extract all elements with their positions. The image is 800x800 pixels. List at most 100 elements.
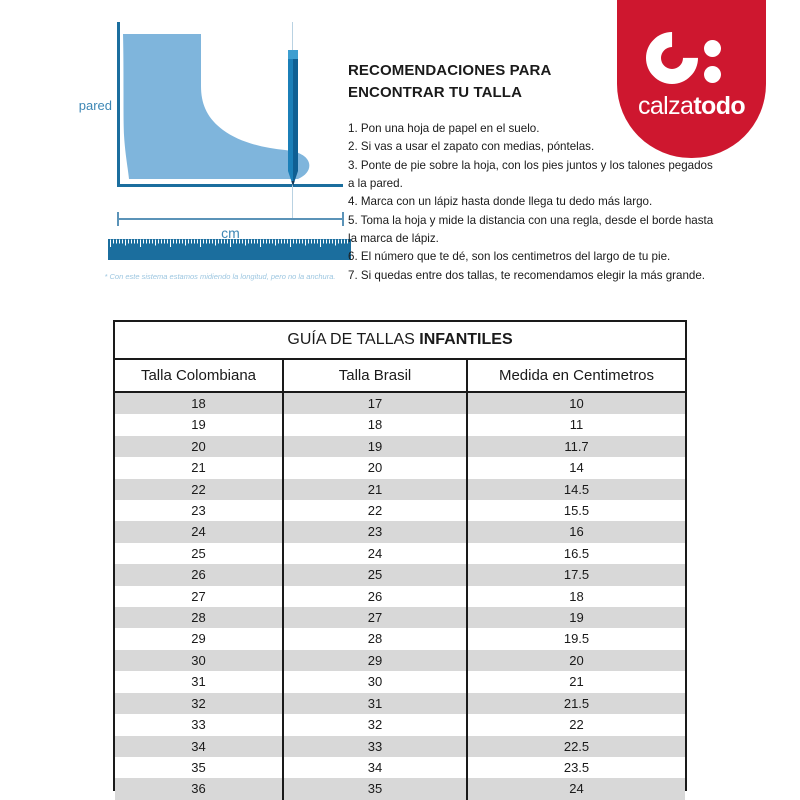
cell-talla-brasil: 28 (283, 628, 468, 650)
list-item: 3. Ponte de pie sobre la hoja, con los p… (348, 158, 713, 190)
c-colon-logo-icon (617, 21, 766, 95)
cell-medida-centimetros: 16 (467, 521, 685, 543)
list-item: 4. Marca con un lápiz hasta donde llega … (348, 195, 653, 209)
cell-talla-colombiana: 28 (115, 607, 284, 629)
dimension-tick-right (342, 212, 344, 226)
cell-talla-colombiana: 23 (115, 500, 284, 522)
cell-talla-brasil: 29 (283, 649, 468, 672)
cell-medida-centimetros: 19.5 (563, 631, 590, 647)
cell-talla-colombiana: 21 (115, 457, 284, 479)
cell-talla-colombiana: 32 (115, 692, 284, 715)
table-row: 34 33 22.5 (115, 735, 685, 757)
cell-talla-brasil: 25 (283, 564, 468, 586)
table-row: 27 26 18 (115, 585, 685, 608)
table-row: 18 17 10 (115, 392, 685, 415)
list-item: 7. Si quedas entre dos tallas, te recome… (348, 268, 706, 282)
cell-medida-centimetros: 23.5 (563, 759, 590, 775)
logo-c-shape (635, 21, 709, 95)
list-item: 6. El número que te dé, son los centimet… (348, 250, 671, 264)
table-row: 20 19 11.7 (115, 435, 685, 458)
brand-name-part2: todo (693, 92, 746, 120)
size-guide-table: GUÍA DE TALLAS INFANTILES Talla Colombia… (113, 320, 687, 800)
cell-medida-centimetros: 16.5 (563, 545, 590, 561)
pencil-icon (282, 22, 304, 218)
recommendations-title: RECOMENDACIONES PARA ENCONTRAR TU TALLA (348, 60, 598, 104)
cell-talla-brasil: 24 (283, 542, 468, 565)
dimension-tick-left (117, 212, 119, 226)
table-row: 33 32 22 (115, 714, 685, 736)
cell-medida-centimetros: 21 (569, 674, 584, 690)
cell-talla-brasil: 27 (283, 607, 468, 629)
table-row: 26 25 17.5 (115, 564, 685, 586)
cell-talla-brasil: 34 (283, 756, 468, 779)
brand-wordmark: calzatodo (617, 92, 766, 121)
cell-talla-colombiana: 27 (115, 585, 284, 608)
cell-talla-colombiana: 22 (115, 478, 284, 501)
cell-talla-brasil: 31 (283, 692, 468, 715)
table-row: 24 23 16 (115, 521, 685, 543)
table-row: 29 28 19.5 (115, 628, 685, 650)
ruler-ticks (110, 239, 348, 247)
cell-talla-colombiana: 36 (115, 778, 284, 800)
column-header-talla-brasil: Talla Brasil (283, 360, 468, 393)
ruler-icon (108, 239, 351, 260)
cell-talla-colombiana: 33 (115, 714, 284, 736)
cell-talla-colombiana: 25 (115, 542, 284, 565)
cell-talla-brasil: 30 (283, 671, 468, 693)
foot-silhouette-icon (117, 28, 317, 186)
cell-talla-brasil: 32 (283, 714, 468, 736)
cell-talla-colombiana: 34 (115, 735, 284, 757)
recommendations-title-line1: RECOMENDACIONES PARA (348, 62, 552, 79)
table-row: 23 22 15.5 (115, 500, 685, 522)
diagram-footnote: * Con este sistema estamos midiendo la l… (104, 272, 336, 281)
floor-line (117, 184, 343, 187)
cell-talla-brasil: 22 (283, 500, 468, 522)
cell-talla-colombiana: 26 (115, 564, 284, 586)
column-header-talla-colombiana: Talla Colombiana (115, 360, 284, 393)
cell-talla-colombiana: 35 (115, 756, 284, 779)
cell-talla-brasil: 20 (283, 457, 468, 479)
cell-medida-centimetros: 15.5 (563, 503, 590, 519)
cell-medida-centimetros: 14 (569, 460, 584, 476)
table-title-bold: INFANTILES (419, 331, 513, 348)
cell-medida-centimetros: 21.5 (467, 692, 685, 715)
cell-talla-colombiana: 19 (115, 414, 284, 436)
table-row: 28 27 19 (115, 607, 685, 629)
brand-badge (617, 0, 766, 158)
table-header-row: Talla Colombiana Talla Brasil Medida en … (115, 360, 685, 393)
foot-measurement-diagram: pared cm (60, 10, 360, 300)
cm-label: cm (221, 225, 240, 241)
table-title-normal: GUÍA DE TALLAS (287, 331, 420, 348)
cell-talla-brasil: 33 (283, 735, 468, 757)
cell-medida-centimetros: 20 (467, 649, 685, 672)
cell-talla-colombiana: 24 (115, 521, 284, 543)
cell-medida-centimetros: 11.7 (467, 435, 685, 458)
cell-talla-colombiana: 20 (115, 435, 284, 458)
list-item: 5. Toma la hoja y mide la distancia con … (348, 213, 714, 245)
cell-talla-brasil: 21 (283, 478, 468, 501)
logo-dot-bottom (704, 66, 721, 83)
cell-medida-centimetros: 19 (467, 607, 685, 629)
cell-talla-brasil: 35 (283, 778, 468, 800)
cell-medida-centimetros: 17.5 (467, 564, 685, 586)
list-item: 2. Si vas a usar el zapato con medias, p… (348, 140, 595, 154)
wall-label: pared (78, 98, 112, 113)
cell-medida-centimetros: 14.5 (467, 478, 685, 501)
cell-talla-colombiana: 30 (115, 649, 284, 672)
wall-line (117, 22, 120, 187)
brand-name-part1: calza (637, 92, 694, 120)
table-row: 25 24 16.5 (115, 542, 685, 565)
cell-talla-brasil: 17 (283, 392, 468, 415)
list-item: 1. Pon una hoja de papel en el suelo. (348, 122, 540, 135)
column-header-medida-centimetros: Medida en Centimetros (467, 360, 685, 393)
cell-talla-brasil: 19 (283, 435, 468, 458)
cell-talla-colombiana: 29 (115, 628, 284, 650)
table-row: 19 18 11 (115, 414, 685, 436)
table-row: 36 35 24 (115, 778, 685, 800)
table-title: GUÍA DE TALLAS INFANTILES (115, 322, 685, 360)
table-row: 32 31 21.5 (115, 692, 685, 715)
cell-medida-centimetros: 22.5 (467, 735, 685, 757)
cell-medida-centimetros: 18 (569, 588, 584, 604)
cell-talla-brasil: 26 (283, 585, 468, 608)
